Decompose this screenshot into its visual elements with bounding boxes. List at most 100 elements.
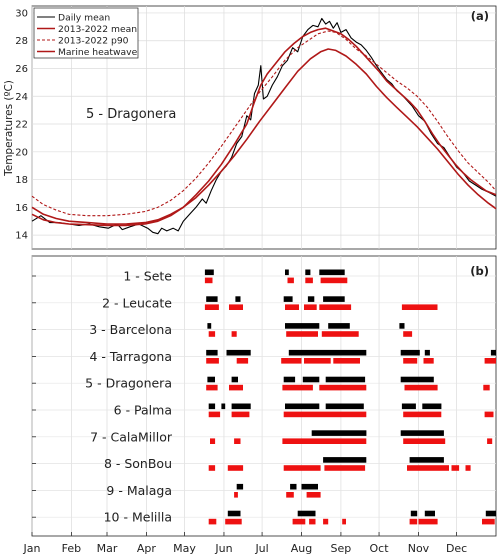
heatwave-bar-bottom [321, 331, 359, 337]
heatwave-bar-bottom [231, 331, 237, 337]
heatwave-bar-bottom [403, 358, 418, 364]
heatwave-bar-bottom [451, 465, 460, 471]
y-tick-label: 20 [15, 147, 28, 158]
heatwave-bar-top [208, 403, 216, 410]
heatwave-bar-top [424, 510, 435, 517]
heatwave-bar-bottom [319, 384, 367, 391]
station-label: 9 - Malaga [106, 483, 172, 498]
x-tick-label: Apr [137, 542, 157, 555]
heatwave-bar-bottom [306, 492, 321, 498]
station-label: 1 - Sete [123, 269, 172, 284]
heatwave-bar-bottom [292, 518, 306, 525]
heatwave-bar-bottom [208, 465, 216, 471]
heatwave-bar-bottom [484, 358, 496, 364]
heatwave-bar-top [236, 483, 244, 490]
panel-a-tag: (a) [471, 9, 489, 23]
heatwave-bar-bottom [204, 277, 213, 284]
heatwave-bar-top [207, 323, 212, 329]
heatwave-bar-bottom [403, 331, 413, 337]
y-tick-label: 30 [15, 8, 28, 19]
x-tick-label: Feb [62, 542, 81, 555]
heatwave-bar-top [206, 349, 218, 356]
y-tick-label: 22 [15, 120, 28, 131]
heatwave-bar-top [285, 269, 289, 276]
x-tick-label: Aug [291, 542, 312, 555]
station-label: 4 - Tarragona [89, 349, 172, 364]
heatwave-bar-top [399, 323, 405, 329]
station-label: 8 - SonBou [104, 456, 172, 471]
heatwave-bar-bottom [482, 518, 495, 525]
heatwave-bar-bottom [282, 438, 367, 444]
heatwave-bar-bottom [285, 304, 299, 310]
heatwave-bar-bottom [227, 465, 244, 471]
heatwave-bar-top [307, 296, 315, 302]
heatwave-bar-bottom [287, 277, 294, 284]
heatwave-bar-bottom [281, 358, 302, 364]
heatwave-bar-top [490, 349, 496, 356]
heatwave-bar-bottom [234, 438, 241, 444]
heatwave-bar-top [290, 483, 297, 490]
x-axis-month-ticks: Jan Feb Mar Apr May Jun Jul Aug Sep Oct Nov Dec [23, 532, 467, 555]
station-label: 2 - Leucate [102, 295, 172, 310]
heatwave-bar-top [410, 510, 418, 517]
heatwave-bar-top [401, 403, 416, 410]
heatwave-bar-top [323, 457, 367, 463]
heatwave-bar-bottom [231, 411, 250, 418]
station-label: 10 - Melilla [104, 510, 172, 525]
heatwave-bar-bottom [409, 518, 418, 525]
panel-b-heatwave-timeline: 1 - Sete 2 - Leucate 3 - Barcelona 4 - Tarr… [23, 255, 497, 555]
heatwave-bar-bottom [305, 277, 313, 284]
heatwave-bar-top [221, 403, 226, 410]
heatwave-bar-top [323, 296, 345, 302]
x-tick-label: Jan [23, 542, 41, 555]
heatwave-bar-bottom [286, 492, 294, 498]
heatwave-bar-bottom [323, 518, 329, 525]
legend-label-2: 2013-2022 p90 [58, 36, 129, 47]
heatwave-bar-bottom [404, 384, 438, 391]
x-tick-label: Jul [254, 542, 268, 555]
legend-label-0: Daily mean [58, 13, 110, 24]
heatwave-bar-bottom [465, 465, 471, 471]
heatwave-bar-bottom [208, 411, 221, 418]
heatwave-bar-top [235, 296, 241, 302]
heatwave-bar-top [204, 269, 214, 276]
heatwave-bar-bottom [333, 358, 360, 364]
heatwave-bar-bottom [225, 518, 242, 525]
heatwave-bar-bottom [229, 304, 243, 310]
heatwave-bar-bottom [283, 465, 321, 471]
station-annotation: 5 - Dragonera [86, 107, 176, 122]
panel-b-grid [31, 256, 496, 536]
heatwave-bar-top [283, 376, 296, 383]
panel-b-station-rows: 1 - Sete 2 - Leucate 3 - Barcelona 4 - Tarr… [85, 269, 496, 525]
heatwave-bar-top [400, 376, 434, 383]
heatwave-bar-top [297, 510, 316, 517]
heatwave-bar-bottom [403, 438, 446, 444]
station-label: 3 - Barcelona [89, 322, 172, 337]
heatwave-bar-bottom [309, 518, 316, 525]
y-tick-label: 18 [15, 175, 28, 186]
panel-b-tag: (b) [470, 264, 489, 278]
heatwave-bar-top [400, 349, 420, 356]
heatwave-bar-bottom [206, 384, 218, 391]
panel-a-series [31, 17, 497, 235]
heatwave-bar-bottom [418, 518, 438, 525]
series-line-3 [31, 48, 497, 225]
x-tick-label: Dec [446, 542, 467, 555]
heatwave-bar-top [231, 403, 251, 410]
heatwave-bar-bottom [286, 331, 318, 337]
heatwave-bar-top [325, 403, 364, 410]
heatwave-bar-top [311, 430, 367, 436]
legend-label-3: Marine heatwave [58, 47, 138, 58]
x-tick-label: Sep [331, 542, 352, 555]
heatwave-bar-top [283, 296, 293, 302]
station-label: 5 - Dragonera [85, 376, 172, 391]
heatwave-bar-top [206, 296, 218, 302]
series-line-0 [31, 17, 497, 235]
heatwave-bar-bottom [483, 384, 490, 391]
x-tick-label: Jun [214, 542, 232, 555]
heatwave-bar-bottom [282, 384, 313, 391]
panel-a-temperature-chart: 14 16 18 20 22 24 26 28 30 Temperatures (ºC) (a)… [3, 5, 497, 250]
heatwave-bar-top [485, 510, 496, 517]
